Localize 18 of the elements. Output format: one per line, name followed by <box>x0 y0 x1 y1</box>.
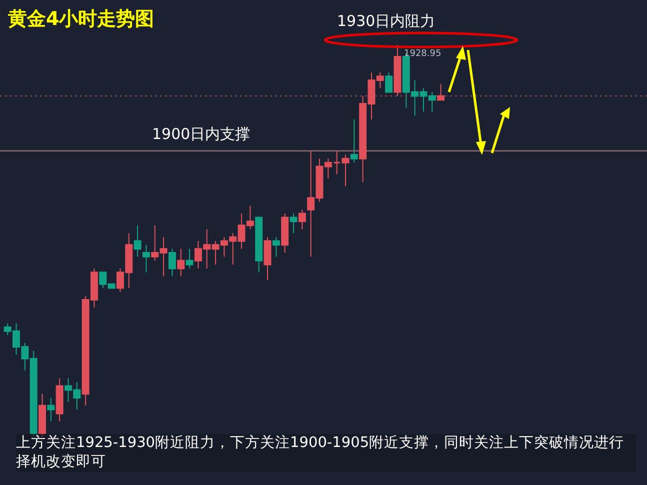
ref-line-label: 1900日内支撑 <box>152 124 250 143</box>
candlestick <box>47 397 55 422</box>
candlestick <box>142 244 150 273</box>
candlestick <box>298 209 306 230</box>
annotation: 上方关注1925-1930附近阻力，下方关注1900-1905附近支撑，同时关注上下突破情况进行择机改变即可 <box>16 434 636 472</box>
candlestick <box>350 118 358 164</box>
candlestick <box>134 224 142 258</box>
candlestick <box>186 248 194 269</box>
candlestick <box>290 213 298 234</box>
chart-title: 黄金4小时走势图 <box>8 7 154 32</box>
candlestick <box>168 248 176 277</box>
annotation: 1928.95 <box>404 49 442 59</box>
candlestick <box>385 72 393 93</box>
candlestick <box>437 84 445 101</box>
candlestick <box>177 248 185 277</box>
candlestick <box>272 236 280 258</box>
candlestick <box>264 236 272 281</box>
text: 1930日内阻力 <box>337 12 436 31</box>
